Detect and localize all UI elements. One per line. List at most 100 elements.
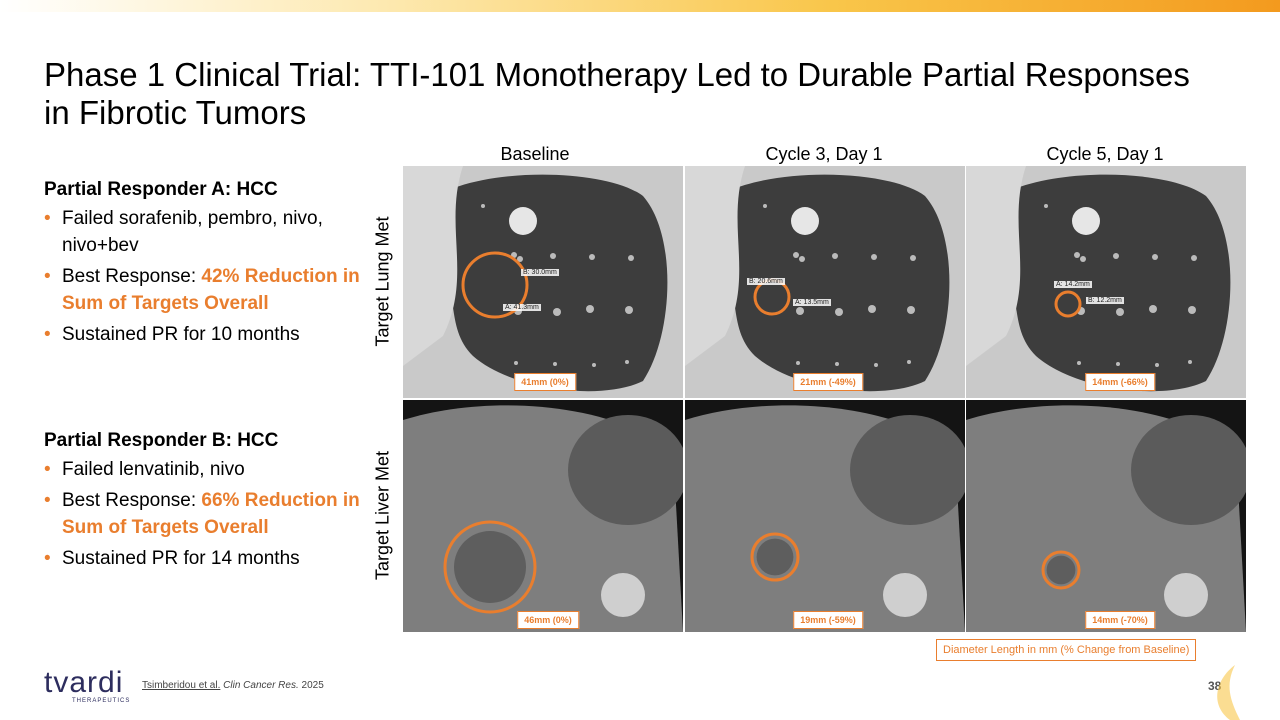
scan-image (966, 166, 1246, 398)
vessel (1155, 363, 1159, 367)
measurement: A: 14.2mm (1054, 281, 1092, 288)
size-label: 46mm (0%) (517, 611, 579, 629)
vessel (835, 308, 843, 316)
node (1072, 207, 1100, 235)
scan-cell: A: 14.2mm B: 12.2mm 14mm (-66%) (966, 166, 1246, 398)
size-label: 21mm (-49%) (793, 373, 863, 391)
logo: tvardi THERAPEUTICS (44, 666, 131, 705)
scan-image (685, 400, 970, 632)
page-number: 38 (1208, 679, 1222, 693)
bullet: Failed sorafenib, pembro, nivo, nivo+bev (44, 205, 364, 259)
lesion (756, 538, 794, 576)
citation-authors: Tsimberidou et al. (142, 680, 221, 691)
vessel (1113, 253, 1119, 259)
vessel (907, 306, 915, 314)
responder-heading: Partial Responder B: HCC (44, 430, 279, 451)
slide-title: Phase 1 Clinical Trial: TTI-101 Monother… (44, 56, 1190, 131)
vessel (1116, 362, 1120, 366)
vessel (1077, 361, 1081, 365)
bullet-text: Sustained PR for 14 months (62, 548, 300, 569)
tumor-outline (443, 520, 537, 614)
bullet: Best Response: 66% Reduction in Sum of T… (44, 487, 364, 541)
vessel (550, 253, 556, 259)
scan-cell: B: 20.6mm A: 13.5mm 21mm (-49%) (685, 166, 965, 398)
responder-a: Partial Responder A: HCC Failed sorafeni… (44, 176, 364, 352)
size-label: 19mm (-59%) (793, 611, 863, 629)
size-label: 14mm (-66%) (1085, 373, 1155, 391)
vessel (625, 306, 633, 314)
vessel (910, 255, 916, 261)
vessel (1188, 360, 1192, 364)
size-label: 41mm (0%) (514, 373, 576, 391)
vessel (868, 305, 876, 313)
row-label: Target Lung Met (372, 216, 393, 347)
logo-name: tvardi (44, 666, 124, 699)
top-bar (0, 0, 1280, 12)
tumor-outline (1041, 550, 1081, 590)
scan-cell: 46mm (0%) (403, 400, 688, 632)
vessel (628, 255, 634, 261)
vessel (799, 256, 805, 262)
citation-journal: Clin Cancer Res. (223, 680, 299, 691)
node (791, 207, 819, 235)
vessel (763, 204, 767, 208)
stomach (568, 415, 688, 525)
scan-cell: 14mm (-70%) (966, 400, 1251, 632)
scan-cell: B: 30.0mm A: 41.3mm 41mm (0%) (403, 166, 683, 398)
vessel (517, 256, 523, 262)
tumor-outline (750, 532, 800, 582)
bullet: Failed lenvatinib, nivo (44, 456, 364, 483)
measurement: B: 30.0mm (521, 269, 559, 276)
vessel (586, 305, 594, 313)
tumor-outline (461, 251, 529, 319)
scan-image (685, 166, 965, 398)
lung (423, 174, 668, 392)
vessel (514, 361, 518, 365)
row-label: Target Liver Met (372, 450, 393, 581)
bullet-text: Sustained PR for 10 months (62, 324, 300, 345)
vessel (1188, 306, 1196, 314)
legend: Diameter Length in mm (% Change from Bas… (936, 639, 1197, 661)
vessel (1191, 255, 1197, 261)
measurement: A: 41.3mm (503, 304, 541, 311)
vessel (592, 363, 596, 367)
measurement: B: 12.2mm (1086, 297, 1124, 304)
bullet: Sustained PR for 10 months (44, 321, 364, 348)
vessel (1044, 204, 1048, 208)
aorta (601, 573, 645, 617)
decor-swoosh (1217, 665, 1240, 720)
vessel (871, 254, 877, 260)
vessel (1152, 254, 1158, 260)
aorta (1164, 573, 1208, 617)
vessel (835, 362, 839, 366)
vessel (553, 308, 561, 316)
lesion (454, 531, 526, 603)
vessel (1074, 252, 1080, 258)
scan-image (403, 166, 683, 398)
vessel (1080, 256, 1086, 262)
citation: Tsimberidou et al. Clin Cancer Res. 2025 (142, 680, 324, 691)
mediastinum (403, 166, 463, 366)
vessel (589, 254, 595, 260)
lesion (1046, 555, 1076, 585)
vessel (793, 252, 799, 258)
bullet-text: Failed sorafenib, pembro, nivo, nivo+bev (62, 208, 323, 256)
vessel (832, 253, 838, 259)
stomach (850, 415, 970, 525)
scan-cell: 19mm (-59%) (685, 400, 970, 632)
bullet-highlight: 42% Reduction in Sum of Targets Overall (62, 266, 360, 314)
mediastinum (966, 166, 1026, 366)
stomach (1131, 415, 1251, 525)
measurement: B: 20.6mm (747, 278, 785, 285)
citation-year: 2025 (301, 680, 324, 691)
logo-tagline: THERAPEUTICS (72, 698, 131, 704)
responder-b: Partial Responder B: HCC Failed lenvatin… (44, 427, 364, 576)
bullet-text: Failed lenvatinib, nivo (62, 459, 245, 480)
bullet-text: Best Response: (62, 490, 202, 511)
vessel (553, 362, 557, 366)
scan-image (403, 400, 688, 632)
vessel (625, 360, 629, 364)
measurement: A: 13.5mm (793, 299, 831, 306)
bullet: Best Response: 42% Reduction in Sum of T… (44, 263, 364, 317)
size-label: 14mm (-70%) (1085, 611, 1155, 629)
